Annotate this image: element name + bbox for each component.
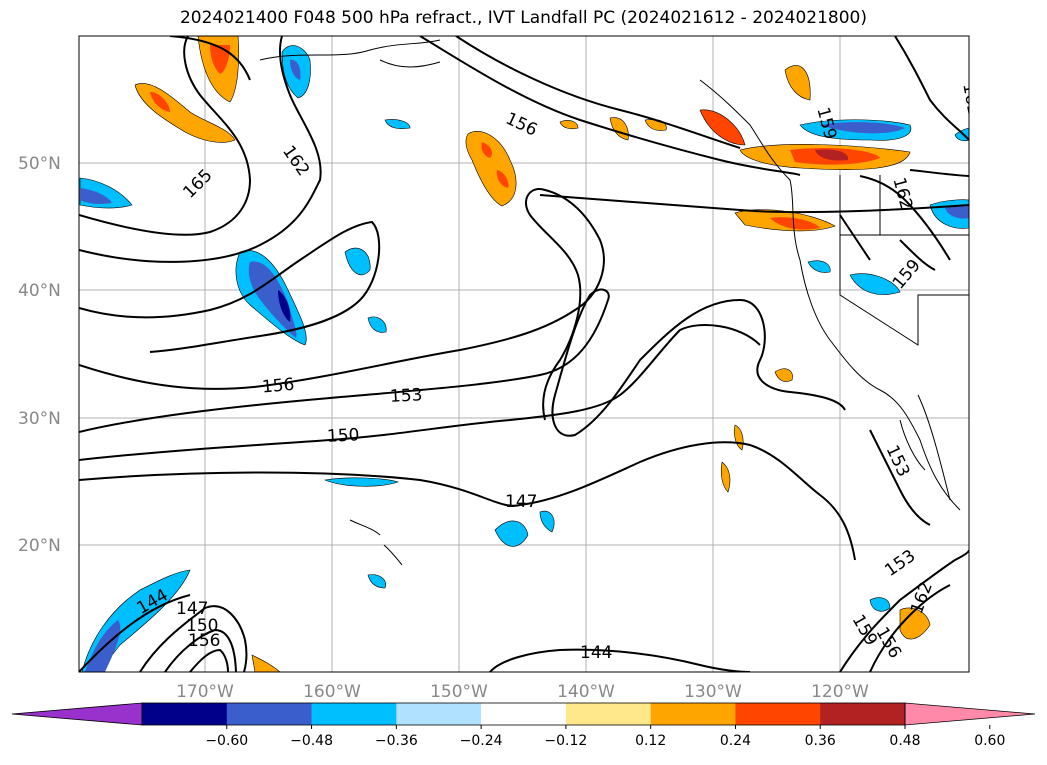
colorbar-extend-low bbox=[11, 702, 143, 726]
lat-label: 40°N bbox=[18, 281, 61, 301]
colorbar-extend-high bbox=[904, 702, 1036, 726]
colorbar-tick-label: −0.24 bbox=[460, 733, 503, 749]
colorbar-tick-label: 0.48 bbox=[889, 733, 920, 749]
colorbar-tick-label: 0.24 bbox=[720, 733, 751, 749]
colorbar-outline bbox=[141, 702, 906, 726]
contour-label: 144 bbox=[580, 643, 612, 663]
contour-label: 150 bbox=[186, 616, 218, 636]
colorbar-segment bbox=[142, 703, 228, 725]
plot-frame bbox=[78, 35, 970, 673]
colorbar-segment bbox=[311, 703, 397, 725]
colorbar-segment bbox=[650, 703, 736, 725]
colorbar-segment bbox=[735, 703, 821, 725]
contour-label: 156 bbox=[188, 631, 220, 651]
colorbar-segment bbox=[565, 703, 652, 725]
colorbar-tick-label: 0.36 bbox=[805, 733, 836, 749]
colorbar-segment bbox=[226, 703, 313, 725]
colorbar-tick-label: −0.60 bbox=[205, 733, 248, 749]
neg-blob-central bbox=[344, 247, 371, 276]
lon-label: 170°W bbox=[176, 682, 234, 702]
contour-label: 153 bbox=[390, 385, 423, 407]
contour-label: 162 bbox=[958, 82, 983, 117]
colorbar-tick-label: −0.12 bbox=[544, 733, 587, 749]
lat-label: 50°N bbox=[18, 154, 61, 174]
contour-label: 156 bbox=[261, 375, 295, 398]
colorbar-segment bbox=[820, 703, 906, 725]
chart-title: 2024021400 F048 500 hPa refract., IVT La… bbox=[179, 8, 867, 28]
contour-label: 150 bbox=[327, 425, 360, 447]
lon-label: 150°W bbox=[430, 682, 488, 702]
longitude-labels: 170°W 160°W 150°W 140°W 130°W 120°W bbox=[176, 682, 869, 702]
colorbar-tick-label: 0.60 bbox=[974, 733, 1005, 749]
lon-label: 160°W bbox=[303, 682, 361, 702]
lon-label: 140°W bbox=[557, 682, 615, 702]
colorbar: −0.60 −0.48 −0.36 −0.24 −0.12 0.12 0.24 0.36 0.4… bbox=[11, 702, 1036, 749]
colorbar-segment bbox=[481, 703, 567, 725]
pos-blob-bc bbox=[699, 109, 746, 146]
contour-label: 147 bbox=[176, 599, 208, 619]
coastlines bbox=[259, 39, 969, 566]
contour-label: 147 bbox=[505, 492, 537, 512]
colorbar-segment bbox=[396, 703, 482, 725]
colorbar-tick-label: −0.48 bbox=[290, 733, 333, 749]
colorbar-tick-label: 0.12 bbox=[635, 733, 666, 749]
lon-label: 130°W bbox=[684, 682, 742, 702]
pos-blob-gulf bbox=[465, 131, 517, 207]
latitude-labels: 50°N 40°N 30°N 20°N bbox=[18, 154, 61, 556]
lat-label: 20°N bbox=[18, 536, 61, 556]
lat-label: 30°N bbox=[18, 409, 61, 429]
colorbar-tick-label: −0.36 bbox=[375, 733, 418, 749]
contour-lines bbox=[79, 36, 969, 672]
lon-label: 120°W bbox=[811, 682, 869, 702]
